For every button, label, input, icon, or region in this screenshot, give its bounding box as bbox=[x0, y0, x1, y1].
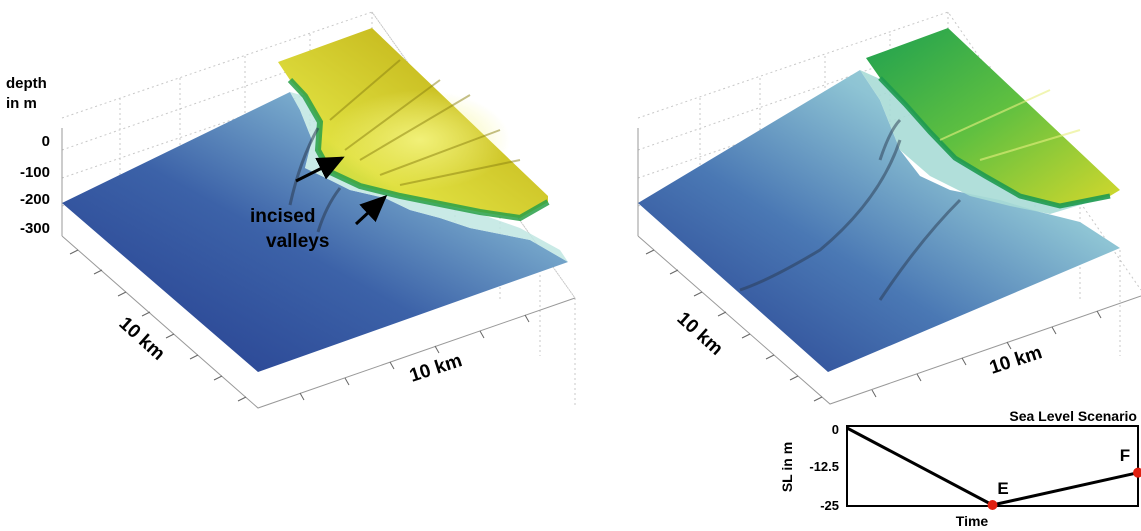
valley-arrow-upper bbox=[295, 156, 345, 183]
left-x-scale-label: 10 km bbox=[407, 350, 465, 387]
right-x-scale-label: 10 km bbox=[987, 342, 1045, 379]
left-valley-streaks bbox=[329, 59, 521, 186]
right-shelf-streaks bbox=[939, 89, 1081, 161]
sea-level-inset: Sea Level Scenario 0 -12.5 -25 SL in m T… bbox=[779, 408, 1141, 529]
incised-valleys-label-line1: incised bbox=[250, 206, 315, 227]
left-terrain-plot bbox=[61, 11, 576, 409]
valley-arrow-lower bbox=[354, 194, 388, 226]
right-deep-basin bbox=[638, 70, 1120, 372]
sea-level-ytick-12-5: -12.5 bbox=[809, 459, 839, 474]
depth-tick-0: 0 bbox=[42, 133, 50, 150]
sea-level-marker-e bbox=[987, 500, 998, 510]
left-slope-band bbox=[290, 92, 568, 262]
left-deep-basin bbox=[62, 92, 568, 372]
right-base-ticks bbox=[645, 249, 1102, 402]
left-fan-glow bbox=[330, 90, 510, 190]
depth-axis-title-line2: in m bbox=[6, 95, 37, 112]
sea-level-ytick-25: -25 bbox=[820, 498, 839, 513]
right-channel-shadows bbox=[739, 118, 962, 301]
left-shelf-edge bbox=[287, 77, 550, 222]
sea-level-ytick-0: 0 bbox=[832, 422, 839, 437]
depth-tick-300: -300 bbox=[20, 220, 50, 237]
point-e-label: E bbox=[997, 479, 1008, 498]
sea-level-ylabel: SL in m bbox=[779, 442, 795, 492]
right-shelf-edge bbox=[878, 76, 1111, 209]
left-base-edges bbox=[61, 128, 576, 409]
sea-level-plot-frame bbox=[846, 425, 1139, 507]
sea-level-series bbox=[846, 426, 1141, 510]
depth-tick-200: -200 bbox=[20, 191, 50, 208]
left-y-scale-label: 10 km bbox=[115, 313, 169, 365]
left-incised-valleys bbox=[288, 127, 342, 233]
sea-level-marker-f bbox=[1133, 467, 1141, 478]
depth-axis-title-line1: depth bbox=[6, 75, 47, 92]
sea-level-xlabel: Time bbox=[956, 513, 989, 529]
incised-valleys-label-line2: valleys bbox=[266, 231, 329, 252]
sea-level-title: Sea Level Scenario bbox=[1009, 408, 1137, 424]
left-base-ticks bbox=[69, 249, 530, 402]
depth-tick-100: -100 bbox=[20, 164, 50, 181]
point-f-label: F bbox=[1120, 446, 1130, 465]
